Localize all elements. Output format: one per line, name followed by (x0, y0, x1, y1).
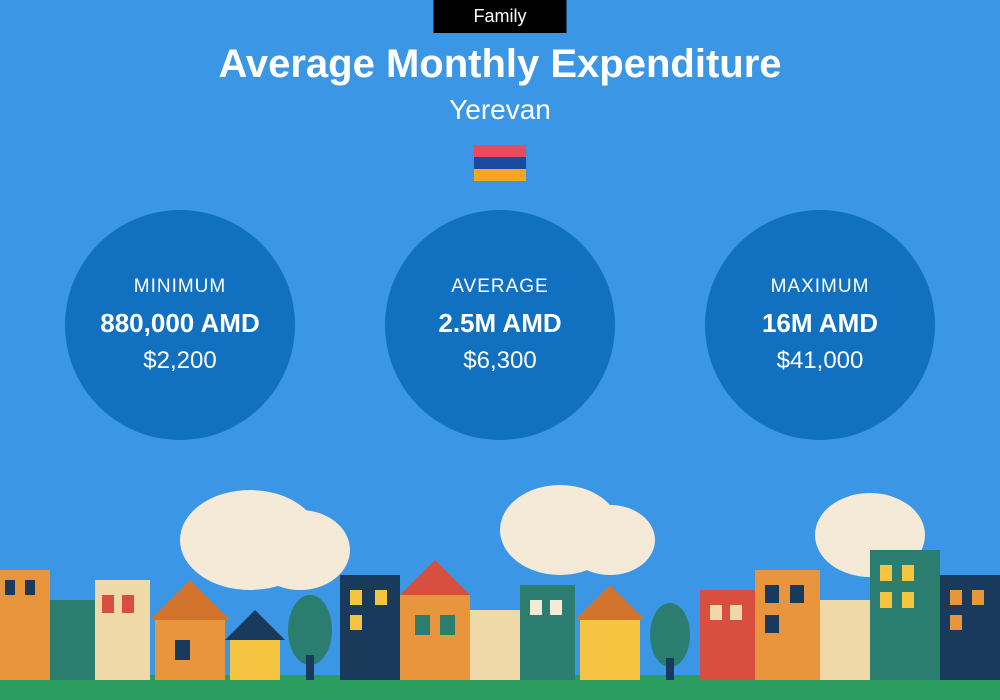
stat-label: AVERAGE (451, 276, 548, 298)
stat-value: 16M AMD (762, 308, 878, 339)
page-title: Average Monthly Expenditure (0, 42, 1000, 87)
stat-label: MINIMUM (134, 276, 226, 298)
category-badge: Family (434, 0, 567, 33)
flag-stripe-1 (474, 145, 526, 157)
flag-icon (474, 145, 526, 181)
badge-text: Family (474, 6, 527, 26)
flag-stripe-2 (474, 157, 526, 169)
stat-label: MAXIMUM (771, 276, 870, 298)
stats-row: MINIMUM 880,000 AMD $2,200 AVERAGE 2.5M … (0, 210, 1000, 440)
page-subtitle: Yerevan (0, 94, 1000, 126)
stat-usd: $41,000 (777, 347, 864, 375)
stat-circle-average: AVERAGE 2.5M AMD $6,300 (385, 210, 615, 440)
stat-circle-maximum: MAXIMUM 16M AMD $41,000 (705, 210, 935, 440)
stat-usd: $6,300 (463, 347, 536, 375)
stat-value: 2.5M AMD (438, 308, 561, 339)
stat-circle-minimum: MINIMUM 880,000 AMD $2,200 (65, 210, 295, 440)
stat-usd: $2,200 (143, 347, 216, 375)
stat-value: 880,000 AMD (100, 308, 259, 339)
cityscape-illustration (0, 480, 1000, 700)
flag-stripe-3 (474, 169, 526, 181)
